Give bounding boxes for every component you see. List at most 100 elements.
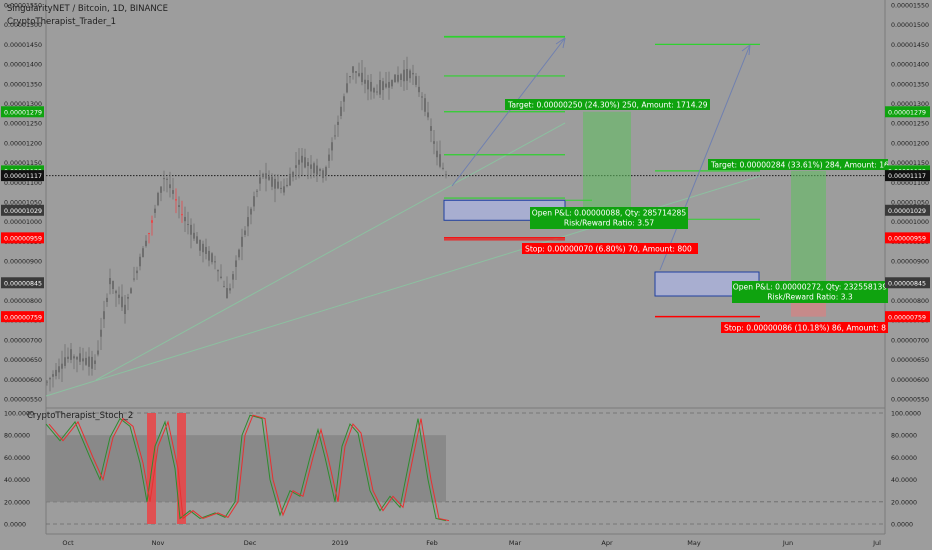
candlesticks (46, 56, 447, 392)
y-tick-right: 0.00001200 (891, 140, 929, 147)
candle-body (181, 214, 183, 216)
pnl-label-2[interactable]: Open P&L: 0.00000272, Qty: 232558139Risk… (732, 281, 888, 303)
pnl-label-1-text[interactable]: Open P&L: 0.00000088, Qty: 285714285 (532, 209, 687, 218)
price-tag-text[interactable]: 0.00001279 (888, 109, 926, 116)
price-tag-entry[interactable] (885, 277, 930, 289)
candle-body (151, 220, 153, 223)
pnl-label-1-bg[interactable] (530, 207, 688, 229)
price-tag-text[interactable]: 0.00000959 (888, 235, 926, 242)
candle-body (85, 357, 87, 365)
pnl-label-2-text[interactable]: Risk/Reward Ratio: 3.3 (767, 293, 853, 302)
y-tick-right: 0.00001300 (891, 101, 929, 108)
candle-body (118, 294, 120, 298)
stop-label-2-text[interactable]: Stop: 0.00000086 (10.18%) 86, Amount: 8 (724, 324, 886, 333)
price-tag-last[interactable] (1, 170, 44, 182)
price-tag-entry[interactable] (1, 277, 44, 289)
price-tag-text[interactable]: 0.00001029 (888, 208, 926, 215)
price-tag-text[interactable]: 0.00000845 (4, 280, 42, 287)
candle-body (445, 174, 447, 177)
target-label-2-bg[interactable] (708, 159, 888, 170)
price-tag-stop[interactable] (1, 311, 44, 323)
y-tick-left: 0.00001300 (4, 101, 42, 108)
price-tag-text[interactable]: 0.00000959 (4, 235, 42, 242)
candle-body (199, 239, 201, 251)
price-tag-text[interactable]: 0.00001117 (888, 173, 926, 180)
target-label-2-text[interactable]: Target: 0.00000284 (33.61%) 284, Amount:… (710, 161, 889, 170)
candle-body (193, 232, 195, 239)
candle-body (139, 256, 141, 267)
price-tag-entry[interactable] (885, 204, 930, 216)
candle-body (220, 276, 222, 278)
target-label-1[interactable]: Target: 0.00000250 (24.30%) 250, Amount:… (505, 99, 710, 110)
stop-label-1-bg[interactable] (522, 243, 698, 254)
stop-label-2[interactable]: Stop: 0.00000086 (10.18%) 86, Amount: 8 (721, 322, 888, 333)
candle-body (403, 69, 405, 82)
price-tag-text[interactable]: 0.00000759 (4, 314, 42, 321)
price-tag-text[interactable]: 0.00000845 (888, 280, 926, 287)
symbol-title[interactable]: SingularityNET / Bitcoin, 1D, BINANCE (7, 4, 168, 14)
price-tag-stop[interactable] (885, 232, 930, 244)
candle-body (406, 68, 408, 81)
price-tag-entry[interactable] (1, 204, 44, 216)
candle-body (106, 297, 108, 302)
candle-body (250, 208, 252, 215)
pnl-label-2-text[interactable]: Open P&L: 0.00000272, Qty: 232558139 (733, 283, 888, 292)
y-tick-left: 0.00001550 (4, 3, 42, 10)
pnl-label-1[interactable]: Open P&L: 0.00000088, Qty: 285714285Risk… (530, 207, 688, 229)
y-tick-right: 0.00001350 (891, 81, 929, 88)
candle-body (91, 356, 93, 369)
candle-body (79, 353, 81, 362)
y-tick-left: 0.00001400 (4, 62, 42, 69)
pnl-label-1-text[interactable]: Risk/Reward Ratio: 3.57 (564, 219, 655, 228)
price-tag-target[interactable] (1, 106, 44, 118)
pnl-label-2-bg[interactable] (732, 281, 888, 303)
target-label-2[interactable]: Target: 0.00000284 (33.61%) 284, Amount:… (708, 159, 889, 170)
position-labels[interactable]: Target: 0.00000250 (24.30%) 250, Amount:… (1, 99, 930, 333)
candle-body (334, 135, 336, 137)
candle-body (94, 360, 96, 364)
candle-body (337, 121, 339, 125)
stop-label-1[interactable]: Stop: 0.00000070 (6.80%) 70, Amount: 800 (522, 243, 698, 254)
script-title[interactable]: CryptoTherapist_Trader_1 (7, 17, 117, 27)
candle-body (304, 157, 306, 168)
candle-body (319, 168, 321, 171)
candle-body (49, 377, 51, 380)
candle-body (361, 72, 363, 83)
candle-body (217, 270, 219, 272)
target-label-1-text[interactable]: Target: 0.00000250 (24.30%) 250, Amount:… (507, 101, 708, 110)
y-tick-left: 0.00001000 (4, 219, 42, 226)
price-tag-target[interactable] (885, 106, 930, 118)
price-tag-stop[interactable] (885, 311, 930, 323)
price-tag-text[interactable]: 0.00001029 (4, 208, 42, 215)
y-tick-right: 0.00000600 (891, 377, 929, 384)
candle-body (211, 253, 213, 263)
candle-body (238, 249, 240, 258)
price-tag-text[interactable]: 0.00001279 (4, 109, 42, 116)
candle-body (400, 74, 402, 80)
price-tag-stop[interactable] (1, 232, 44, 244)
candle-body (307, 162, 309, 167)
arrow-head (555, 37, 566, 49)
price-tag-text[interactable]: 0.00000759 (888, 314, 926, 321)
indicator-title[interactable]: CryptoTherapist_Stoch_2 (27, 411, 134, 421)
candle-body (259, 177, 261, 184)
stop-label-2-bg[interactable] (721, 322, 888, 333)
candle-body (295, 165, 297, 168)
candle-body (382, 81, 384, 91)
candle-body (121, 296, 123, 308)
candle-body (286, 184, 288, 187)
trend-lines[interactable] (45, 122, 761, 397)
candle-body (376, 91, 378, 93)
stoch-y-tick-left: 80.0000 (4, 433, 30, 440)
target-label-1-bg[interactable] (505, 99, 710, 110)
stoch-lines (45, 414, 450, 522)
stop-label-1-text[interactable]: Stop: 0.00000070 (6.80%) 70, Amount: 800 (525, 245, 692, 254)
candle-body (166, 178, 168, 180)
stoch-y-tick-left: 20.0000 (4, 499, 30, 506)
price-tag-text[interactable]: 0.00001117 (4, 173, 42, 180)
y-tick-left: 0.00000700 (4, 337, 42, 344)
price-tag-last[interactable] (885, 170, 930, 182)
candle-body (373, 88, 375, 93)
y-tick-right: 0.00001500 (891, 22, 929, 29)
